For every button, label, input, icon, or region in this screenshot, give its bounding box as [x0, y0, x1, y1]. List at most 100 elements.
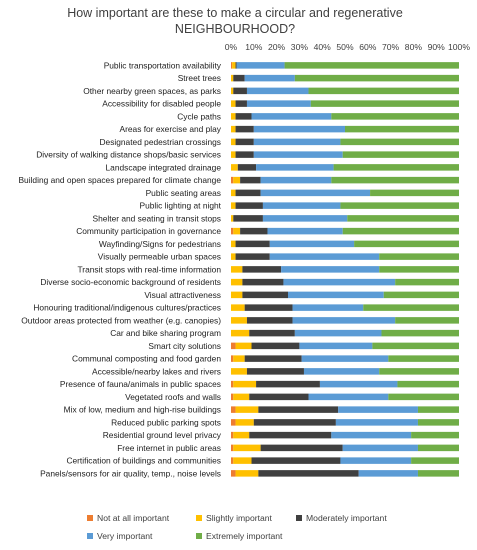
bar-segment — [388, 393, 459, 401]
bar-segment — [249, 393, 309, 401]
bar-segment — [235, 138, 254, 146]
bar-segment — [235, 253, 270, 260]
category-label: Residential ground level privacy — [103, 430, 222, 440]
category-label: Cycle paths — [177, 111, 221, 121]
category-label: Public seating areas — [146, 188, 221, 198]
category-label: Community participation in governance — [76, 226, 221, 236]
bar-segment — [310, 100, 459, 107]
bar-segment — [303, 368, 380, 375]
legend-swatch — [87, 533, 93, 539]
bar-segment — [331, 176, 459, 184]
bar-segment — [342, 444, 418, 452]
bar-segment — [231, 138, 236, 146]
bar-segment — [233, 355, 245, 362]
bar-segment — [379, 266, 459, 273]
bar-segment — [299, 342, 373, 350]
bar-segment — [249, 431, 332, 439]
category-label: Public lighting at night — [140, 201, 222, 211]
bar-segment — [242, 291, 288, 299]
category-label: Reduced public parking spots — [111, 417, 221, 427]
legend-label: Extremely important — [206, 531, 283, 541]
bar-segment — [242, 266, 282, 273]
bar-segment — [319, 380, 398, 388]
bar-segment — [370, 189, 459, 197]
category-label: Shelter and seating in transit stops — [93, 213, 222, 223]
bar-segment — [235, 62, 237, 69]
bar-segment — [354, 240, 459, 248]
legend-swatch — [196, 515, 202, 521]
bar-segment — [231, 113, 236, 120]
bar-segment — [235, 113, 252, 120]
bar-segment — [233, 444, 261, 452]
bar-segment — [260, 176, 332, 184]
bar-segment — [231, 406, 236, 413]
x-tick-label: 10% — [245, 42, 263, 52]
x-tick-label: 80% — [405, 42, 423, 52]
category-label: Car and bike sharing program — [110, 328, 221, 338]
bar-segment — [231, 100, 236, 107]
bar-segment — [231, 62, 233, 69]
bar-segment — [240, 227, 268, 235]
bar-segment — [232, 62, 236, 69]
bar-segment — [233, 176, 241, 184]
bar-segment — [411, 457, 459, 464]
bar-segment — [231, 202, 236, 209]
category-label: Landscape integrated drainage — [106, 162, 222, 172]
plot-area — [231, 62, 459, 477]
bar-segment — [308, 393, 389, 401]
bar-segment — [284, 62, 459, 69]
bar-segment — [417, 419, 459, 426]
bar-segment — [256, 164, 334, 171]
bar-segment — [381, 329, 459, 337]
category-label: Free internet in public areas — [117, 443, 221, 453]
bar-segment — [231, 329, 250, 337]
bar-segment — [231, 164, 238, 171]
bar-segment — [292, 317, 396, 324]
bar-segment — [283, 278, 396, 286]
bar-segment — [347, 215, 459, 222]
bar-segment — [288, 291, 384, 299]
bar-segment — [338, 406, 418, 413]
bar-segment — [244, 355, 302, 362]
bar-segment — [246, 368, 304, 375]
bar-segment — [267, 227, 343, 235]
bar-segment — [417, 444, 459, 452]
bar-segment — [235, 419, 254, 426]
legend: Not at all important Slightly important Mo… — [87, 513, 387, 541]
bar-segment — [249, 329, 295, 337]
bar-segment — [253, 151, 343, 158]
x-tick-label: 0% — [225, 42, 238, 52]
category-label: Designated pedestrian crossings — [99, 137, 221, 147]
bar-segment — [242, 278, 284, 286]
bar-segment — [235, 470, 259, 477]
bar-segment — [235, 125, 254, 133]
category-label: Diverse socio-economic background of res… — [40, 277, 221, 287]
bar-segment — [335, 419, 418, 426]
bar-segment — [235, 202, 263, 209]
bar-segment — [262, 215, 348, 222]
category-label: Certification of buildings and communiti… — [66, 456, 221, 466]
bar-segment — [258, 470, 359, 477]
bar-segment — [233, 431, 250, 439]
bar-segment — [417, 406, 459, 413]
bar-segment — [231, 355, 234, 362]
bar-segment — [342, 227, 459, 235]
category-label: Accessibility for disabled people — [102, 99, 221, 109]
category-label: Public transportation availability — [104, 60, 222, 70]
bar-segment — [231, 253, 236, 260]
bar-segment — [246, 317, 293, 324]
bar-segment — [388, 355, 459, 362]
bar-segment — [253, 125, 345, 133]
x-tick-label: 20% — [268, 42, 286, 52]
bar-segment — [231, 419, 236, 426]
bar-segment — [231, 189, 236, 197]
bar-segment — [395, 278, 459, 286]
bar-segment — [251, 342, 300, 350]
bar-segment — [260, 444, 343, 452]
bar-segment — [231, 317, 247, 324]
bar-segment — [301, 355, 389, 362]
x-tick-label: 70% — [382, 42, 400, 52]
category-label: Other nearby green spaces, as parks — [83, 86, 221, 96]
category-label: Panels/sensors for air quality, temp., n… — [40, 468, 221, 478]
bar-segment — [244, 74, 295, 82]
